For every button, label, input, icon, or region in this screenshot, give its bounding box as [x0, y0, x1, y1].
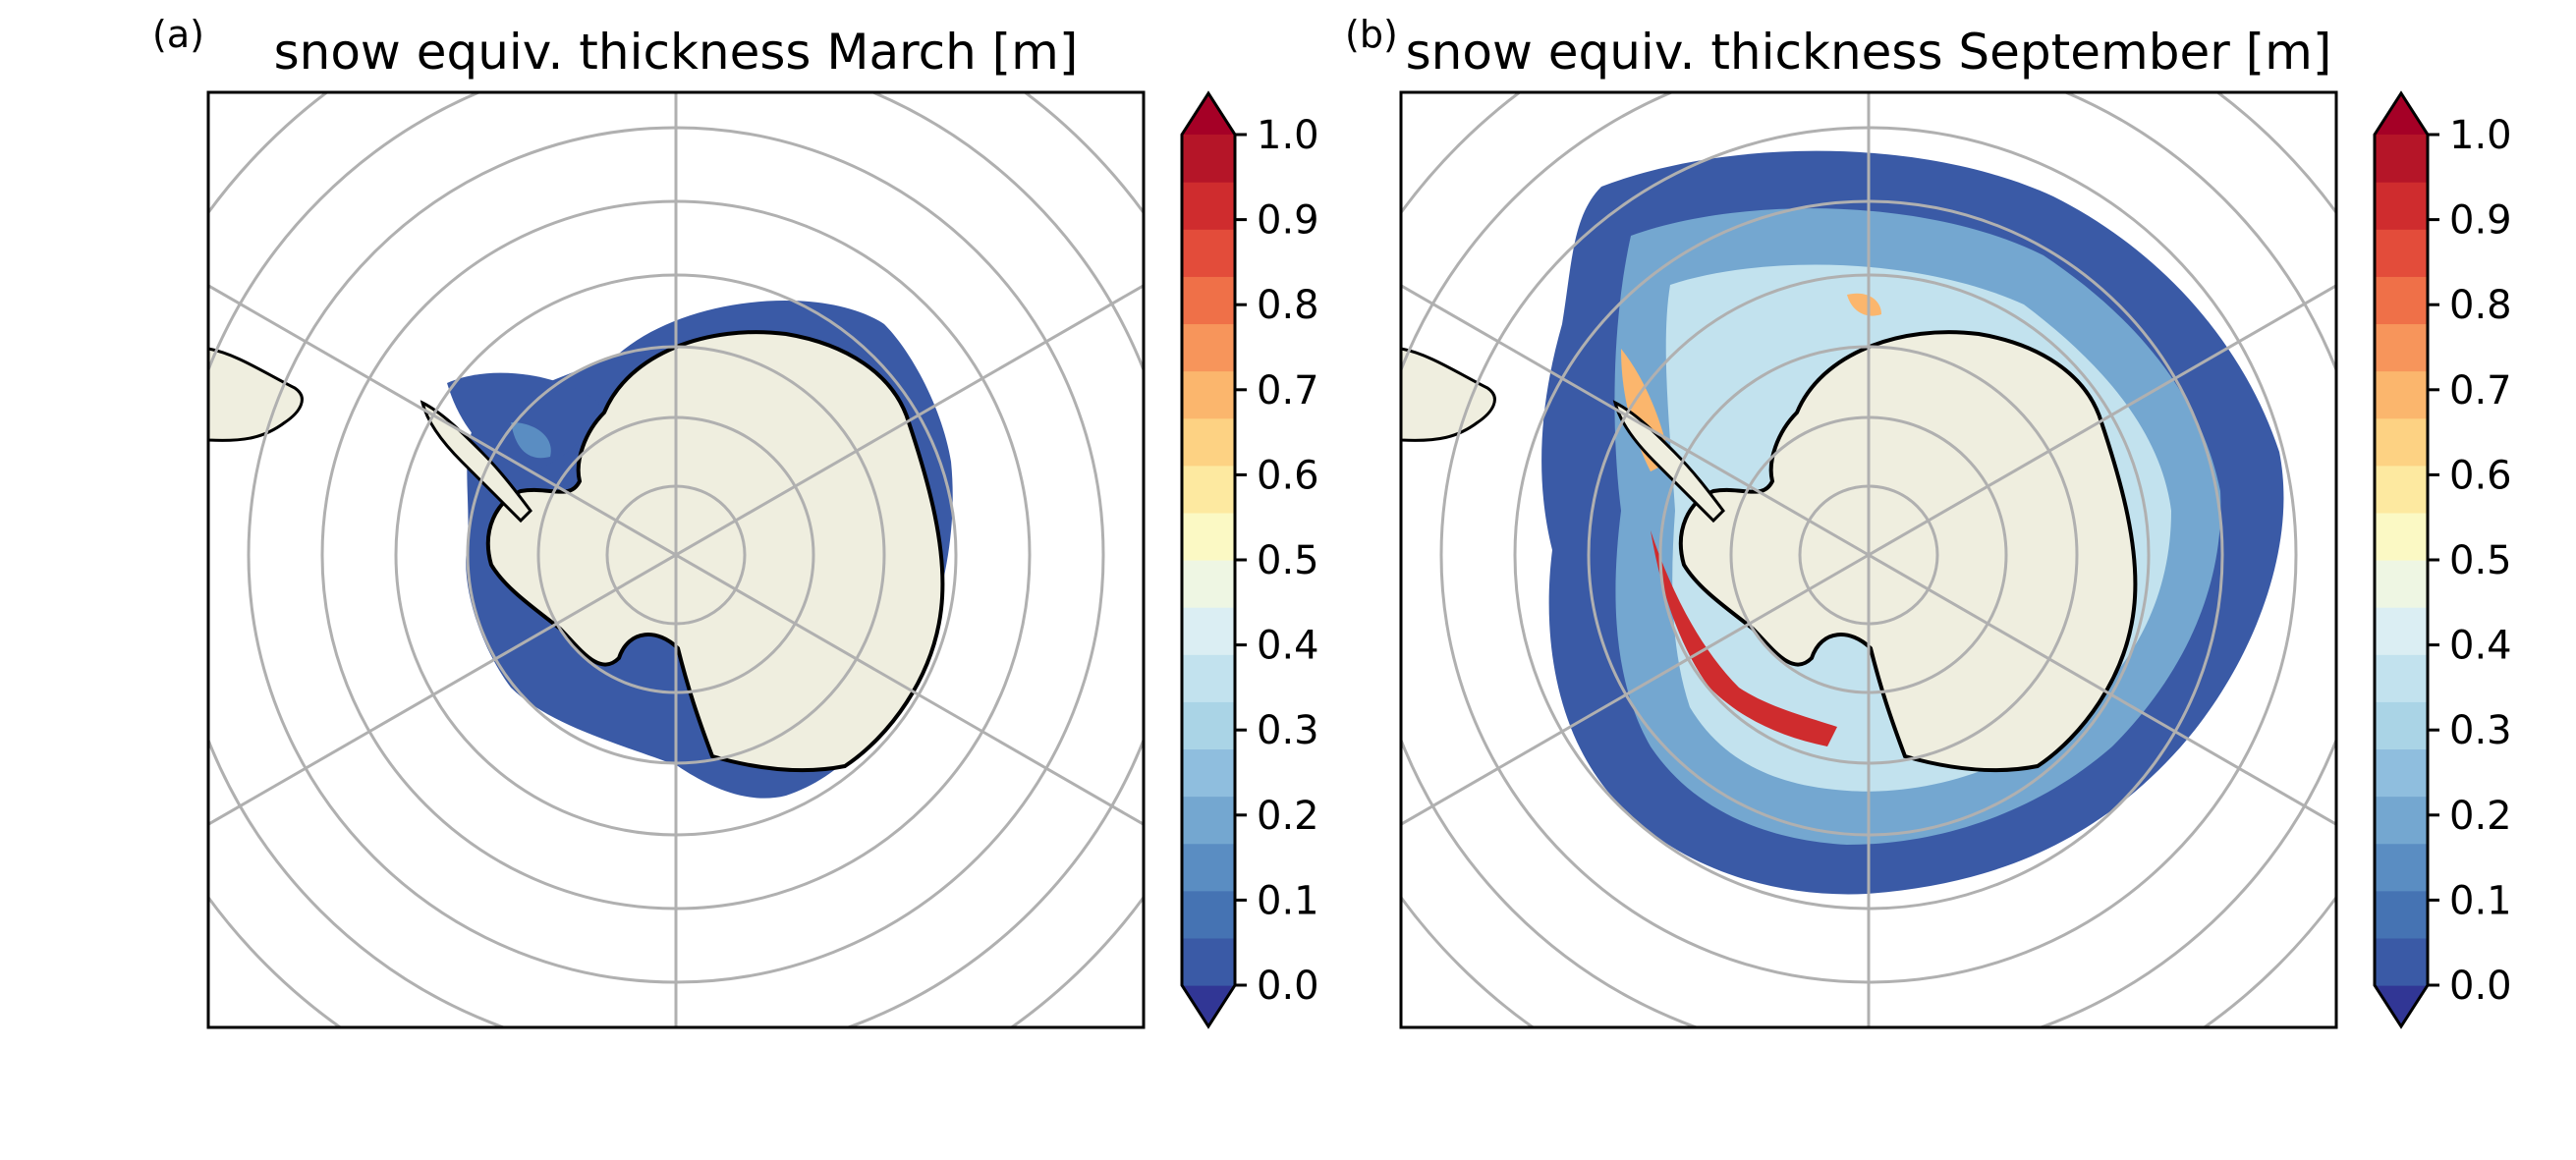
- colorbar-segment: [1182, 654, 1235, 702]
- colorbar-extend-min: [1182, 985, 1235, 1026]
- colorbar-segment: [2375, 937, 2428, 986]
- colorbar-segment: [2375, 276, 2428, 325]
- south-america-land: [1401, 347, 1496, 442]
- colorbar-segment: [1182, 701, 1235, 750]
- colorbar-tick-label: 0.7: [2449, 368, 2512, 414]
- panel-label: (a): [152, 13, 204, 56]
- colorbar-tick-label: 1.0: [2449, 113, 2512, 158]
- panel-title: snow equiv. thickness September [m]: [1406, 24, 2332, 81]
- colorbar: 0.0 0.1 0.2 0.3 0.4 0.5 0.6 0.7 0.8 0.9 1.0: [2373, 90, 2512, 1029]
- colorbar-segment: [2375, 560, 2428, 608]
- colorbar-tick-label: 0.6: [1257, 453, 1319, 498]
- colorbar-segment: [1182, 417, 1235, 467]
- colorbar-tick-label: 1.0: [1257, 113, 1319, 158]
- colorbar-tick-label: 0.6: [2449, 453, 2512, 498]
- colorbar-segment: [1182, 890, 1235, 939]
- colorbar-tick-label: 0.2: [1257, 794, 1319, 839]
- colorbar-tick-label: 0.1: [2449, 878, 2512, 923]
- colorbar-segment: [1182, 748, 1235, 798]
- colorbar-segment: [1182, 276, 1235, 325]
- panel-march: (a) snow equiv. thickness March [m]: [152, 13, 1319, 1029]
- colorbar-tick-label: 0.0: [1257, 964, 1319, 1009]
- colorbar-tick-label: 0.5: [1257, 538, 1319, 583]
- colorbar-segment: [2375, 135, 2428, 183]
- colorbar-segment: [1182, 229, 1235, 277]
- colorbar-segment: [2375, 465, 2428, 514]
- colorbar-tick-label: 0.3: [2449, 708, 2512, 753]
- colorbar-segment: [1182, 323, 1235, 372]
- colorbar-segment: [2375, 229, 2428, 277]
- colorbar-segment: [2375, 512, 2428, 561]
- map-area: [1401, 92, 2336, 1027]
- antarctic-peninsula: [1612, 400, 1725, 524]
- colorbar-tick-label: 0.0: [2449, 964, 2512, 1009]
- colorbar-segment: [2375, 796, 2428, 845]
- colorbar-segment: [1182, 796, 1235, 845]
- map-frame: [206, 90, 1146, 1029]
- colorbar-tick-label: 0.8: [1257, 283, 1319, 328]
- antarctica-land: [1678, 330, 2138, 773]
- panel-september: (b) snow equiv. thickness September [m]: [1345, 13, 2512, 1029]
- graticule: [208, 92, 1144, 1027]
- colorbar-extend-min: [2375, 985, 2428, 1026]
- map-frame: [1399, 90, 2338, 1029]
- colorbar-tick-label: 0.5: [2449, 538, 2512, 583]
- panel-title: snow equiv. thickness March [m]: [274, 24, 1079, 81]
- colorbar-tick-label: 0.4: [2449, 624, 2512, 669]
- colorbar-segment: [1182, 560, 1235, 608]
- colorbar-segment: [2375, 417, 2428, 467]
- colorbar-segment: [1182, 843, 1235, 892]
- antarctica-land: [485, 330, 945, 773]
- colorbar-tick-label: 0.1: [1257, 878, 1319, 923]
- panel-label: (b): [1345, 13, 1398, 56]
- colorbar-tick-label: 0.3: [1257, 708, 1319, 753]
- colorbar-tick-label: 0.2: [2449, 794, 2512, 839]
- colorbar-segment: [1182, 135, 1235, 183]
- map-area: [208, 92, 1144, 1027]
- colorbar: 0.0 0.1 0.2 0.3 0.4 0.5 0.6 0.7 0.8 0.9 1.0: [1180, 90, 1319, 1029]
- colorbar-tick-label: 0.8: [2449, 283, 2512, 328]
- colorbar-segment: [1182, 607, 1235, 655]
- colorbar-extend-max: [2375, 93, 2428, 135]
- colorbar-segment: [2375, 182, 2428, 230]
- colorbar-segment: [2375, 890, 2428, 939]
- antarctic-peninsula: [420, 400, 532, 524]
- colorbar-segment: [2375, 843, 2428, 892]
- colorbar-segment: [2375, 654, 2428, 702]
- colorbar-segment: [1182, 937, 1235, 986]
- graticule: [1401, 92, 2336, 1027]
- colorbar-segment: [2375, 323, 2428, 372]
- south-america-land: [208, 347, 304, 442]
- colorbar-segment: [1182, 182, 1235, 230]
- colorbar-segment: [1182, 370, 1235, 419]
- colorbar-segment: [1182, 512, 1235, 561]
- colorbar-tick-label: 0.9: [2449, 198, 2512, 244]
- colorbar-extend-max: [1182, 93, 1235, 135]
- colorbar-segment: [2375, 748, 2428, 798]
- colorbar-tick-label: 0.9: [1257, 198, 1319, 244]
- colorbar-tick-label: 0.4: [1257, 624, 1319, 669]
- colorbar-segment: [2375, 701, 2428, 750]
- colorbar-tick-label: 0.7: [1257, 368, 1319, 414]
- colorbar-segment: [2375, 607, 2428, 655]
- colorbar-segment: [1182, 465, 1235, 514]
- colorbar-segment: [2375, 370, 2428, 419]
